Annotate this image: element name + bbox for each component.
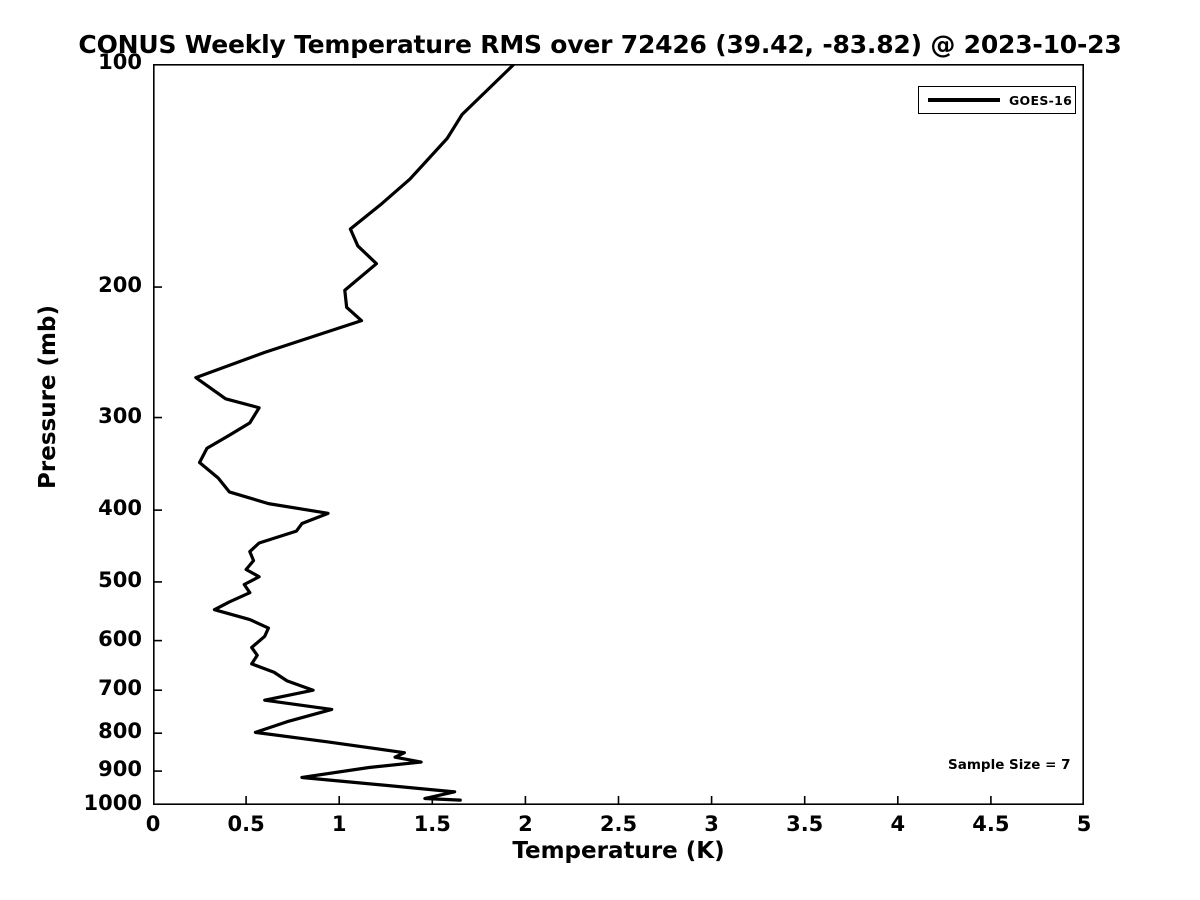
x-tick-label: 1 (331, 812, 347, 836)
x-axis-label: Temperature (K) (512, 838, 725, 864)
plot-area (153, 64, 1084, 805)
legend-line-swatch (928, 98, 1000, 102)
x-tick-label: 5 (1076, 812, 1092, 836)
y-axis-ticks (153, 64, 162, 805)
x-tick-label: 0 (145, 812, 161, 836)
sample-size-annotation: Sample Size = 7 (948, 757, 1071, 773)
x-tick-label: 2.5 (599, 812, 638, 836)
y-tick-label: 100 (98, 50, 142, 74)
x-tick-label: 1.5 (413, 812, 451, 836)
legend: GOES-16 (918, 86, 1076, 114)
legend-label-goes-16: GOES-16 (1009, 92, 1073, 108)
x-tick-label: 4.5 (972, 812, 1010, 836)
y-tick-label: 400 (98, 496, 142, 521)
x-axis-ticks (153, 796, 1084, 805)
data-plot-svg (153, 64, 1084, 805)
x-tick-label: 2 (518, 812, 533, 836)
y-axis-label: Pressure (mb) (35, 305, 61, 489)
x-tick-label: 3.5 (786, 812, 824, 836)
y-tick-label: 500 (98, 567, 142, 592)
y-tick-label: 1000 (83, 791, 142, 815)
x-tick-label: 3 (704, 812, 719, 836)
y-tick-label: 700 (98, 676, 142, 701)
x-tick-label: 0.5 (227, 812, 265, 836)
y-tick-label: 800 (98, 719, 142, 744)
chart-title: CONUS Weekly Temperature RMS over 72426 … (78, 30, 1122, 59)
y-tick-label: 200 (98, 273, 142, 298)
y-tick-label: 300 (98, 403, 142, 428)
series-line-goes-16 (194, 64, 516, 802)
x-tick-label: 4 (890, 812, 906, 836)
y-tick-label: 900 (98, 757, 142, 782)
y-tick-label: 600 (98, 626, 142, 651)
